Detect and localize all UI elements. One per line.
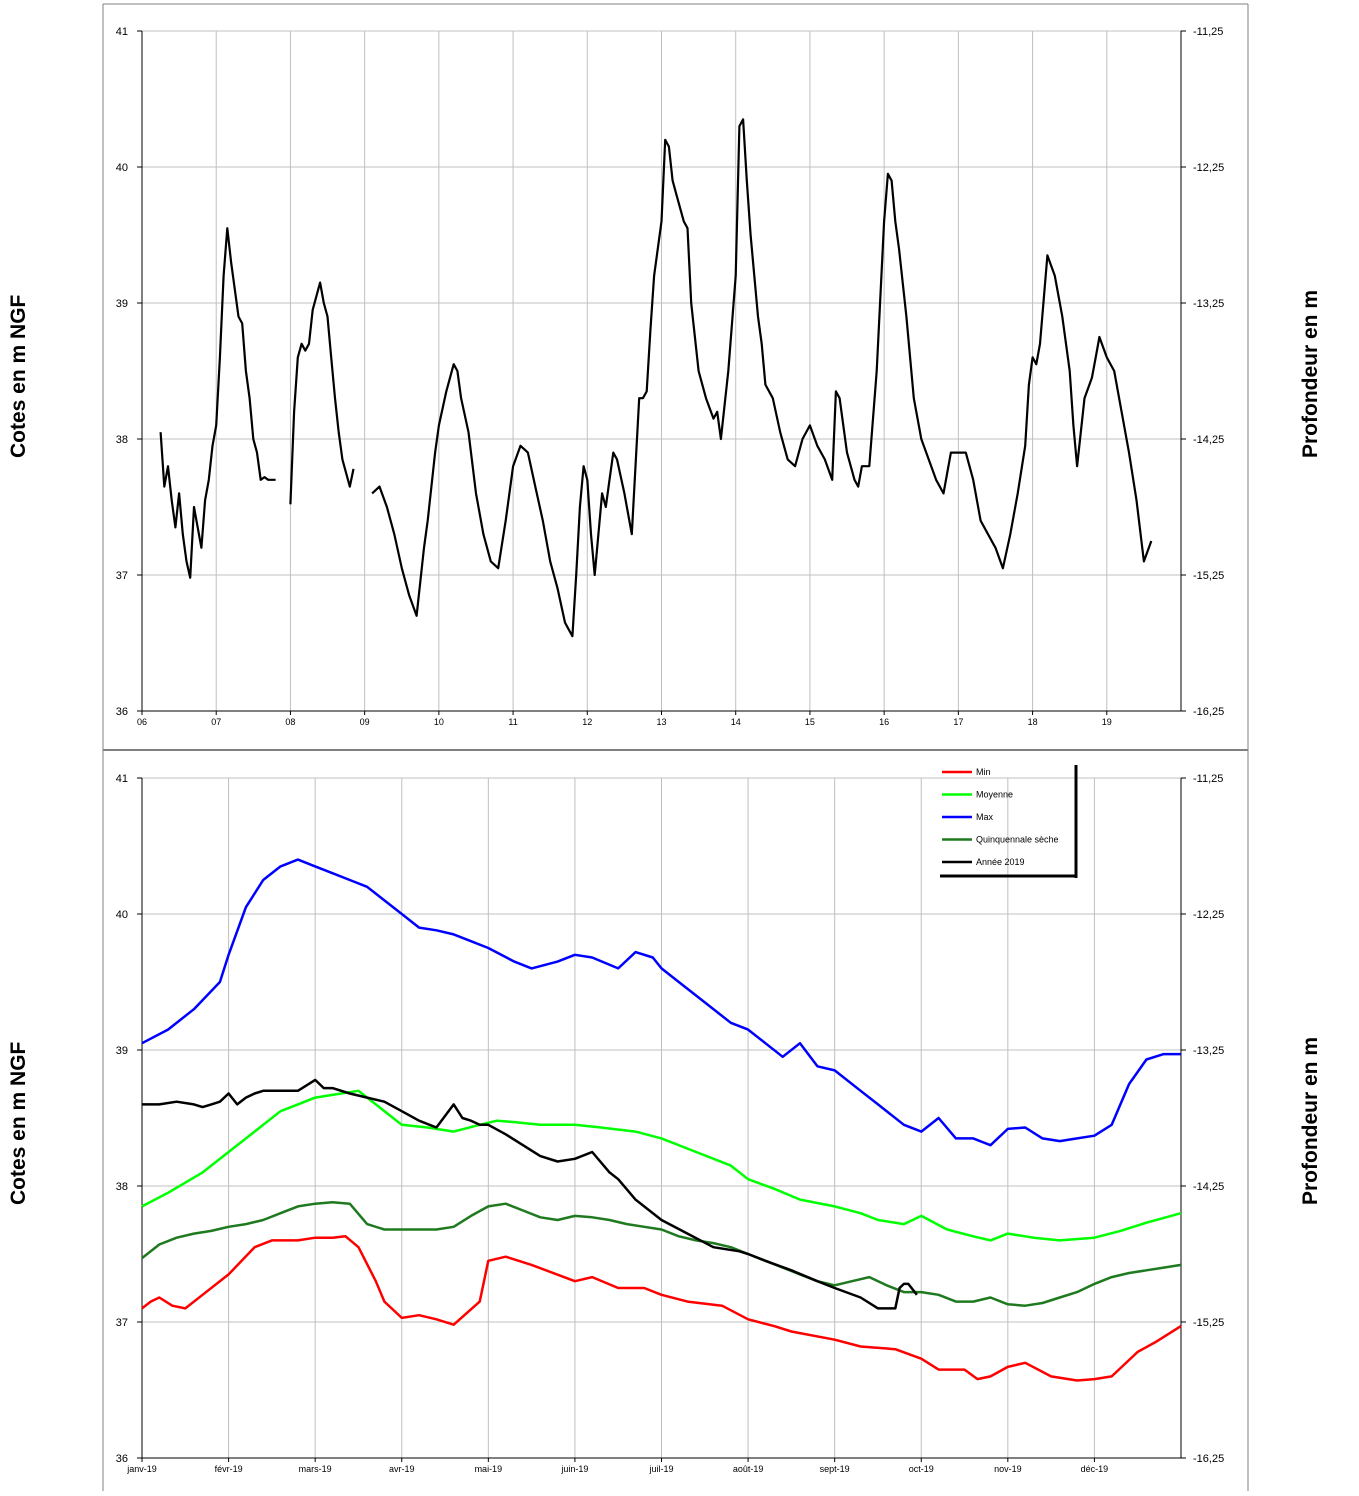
chart2-legend-label: Moyenne [976, 790, 1013, 800]
chart1-series-level-line [371, 118, 1153, 638]
chart1-xtick-label: 19 [1102, 717, 1112, 727]
chart2-xtick-label: août-19 [733, 1464, 764, 1474]
chart2-ytick-label-right: -11,25 [1193, 773, 1223, 785]
annual-stats-chart: 36 -16,25 37 -15,25 38 -14,25 39 -13,25 40 -12,25… [116, 765, 1224, 1474]
chart2-ytick-label: 39 [116, 1045, 128, 1057]
chart2-xtick-label: mars-19 [299, 1464, 332, 1474]
chart2-xtick-label: sept-19 [820, 1464, 850, 1474]
chart2-series-ann-e-2019-line [142, 1078, 918, 1310]
chart2-y-axis-left-title: Cotes en m NGF [7, 1041, 30, 1205]
chart2-ytick-label-right: -13,25 [1193, 1045, 1224, 1057]
chart1-xtick-label: 13 [656, 717, 666, 727]
chart1-ytick-label: 37 [116, 570, 128, 582]
chart1-ytick-label-right: -13,25 [1193, 298, 1224, 310]
chart1-xtick-label: 07 [211, 717, 221, 727]
chart2-legend-label: Année 2019 [976, 857, 1025, 867]
chart2-ytick-label: 38 [116, 1181, 128, 1193]
chart2-series-moyenne-line [141, 1089, 1182, 1242]
chart2-xtick-label: juil-19 [648, 1464, 673, 1474]
chart2-xtick-label: déc-19 [1081, 1464, 1109, 1474]
chart2-xtick-label: juin-19 [560, 1464, 588, 1474]
chart2-series-min-line [141, 1235, 1182, 1382]
chart2-ytick-label: 41 [116, 773, 128, 785]
chart2-ytick-label: 40 [116, 909, 128, 921]
chart2-y-axis-right-title: Profondeur en m [1299, 1036, 1322, 1205]
chart2-ytick-label-right: -15,25 [1193, 1317, 1224, 1329]
history-chart: 36 -16,25 37 -15,25 38 -14,25 39 -13,25 40 -12,25… [116, 26, 1224, 727]
chart1-ytick-label: 39 [116, 298, 128, 310]
chart2-legend-label: Quinquennale sèche [976, 835, 1059, 845]
chart2-ytick-label: 36 [116, 1453, 128, 1465]
chart1-ytick-label-right: -11,25 [1193, 26, 1223, 38]
chart1-xtick-label: 12 [582, 717, 592, 727]
chart2-ytick-label-right: -16,25 [1193, 1453, 1224, 1465]
chart1-ytick-label: 41 [116, 26, 128, 38]
chart2-xtick-label: mai-19 [475, 1464, 503, 1474]
chart1-xtick-label: 06 [137, 717, 147, 727]
chart1-xtick-label: 16 [879, 717, 889, 727]
chart2-ytick-label-right: -14,25 [1193, 1181, 1224, 1193]
chart1-xtick-label: 10 [434, 717, 444, 727]
chart1-ytick-label-right: -14,25 [1193, 434, 1224, 446]
chart1-series-level-line [159, 227, 276, 579]
chart1-ytick-label-right: -15,25 [1193, 570, 1224, 582]
chart2-xtick-label: févr-19 [215, 1464, 243, 1474]
chart1-xtick-label: 14 [731, 717, 741, 727]
chart2-legend-label: Max [976, 812, 994, 822]
chart1-y-axis-left-title: Cotes en m NGF [7, 294, 30, 458]
chart1-xtick-label: 11 [508, 717, 517, 727]
chart1-ytick-label: 40 [116, 162, 128, 174]
chart1-xtick-label: 17 [953, 717, 963, 727]
chart2-xtick-label: oct-19 [909, 1464, 934, 1474]
chart2-ytick-label: 37 [116, 1317, 128, 1329]
chart1-xtick-label: 08 [285, 717, 295, 727]
chart2-series-quinquennale-s-che-line [141, 1201, 1182, 1307]
chart2-xtick-label: avr-19 [389, 1464, 415, 1474]
chart1-ytick-label: 38 [116, 434, 128, 446]
chart1-xtick-label: 15 [805, 717, 815, 727]
chart2-legend-label: Min [976, 767, 991, 777]
chart1-series-level-line [289, 281, 355, 505]
chart2-ytick-label-right: -12,25 [1193, 909, 1224, 921]
chart2-series-max-line [141, 858, 1181, 1147]
chart1-ytick-label-right: -12,25 [1193, 162, 1224, 174]
chart1-y-axis-right-title: Profondeur en m [1299, 289, 1322, 458]
chart2-legend: Min Moyenne Max Quinquennale sèche Année 201… [940, 765, 1078, 878]
chart1-xtick-label: 09 [360, 717, 370, 727]
chart2-xtick-label: janv-19 [126, 1464, 157, 1474]
chart1-ytick-label-right: -16,25 [1193, 706, 1224, 718]
chart1-ytick-label: 36 [116, 706, 128, 718]
chart1-xtick-label: 18 [1028, 717, 1038, 727]
chart2-xtick-label: nov-19 [994, 1464, 1022, 1474]
